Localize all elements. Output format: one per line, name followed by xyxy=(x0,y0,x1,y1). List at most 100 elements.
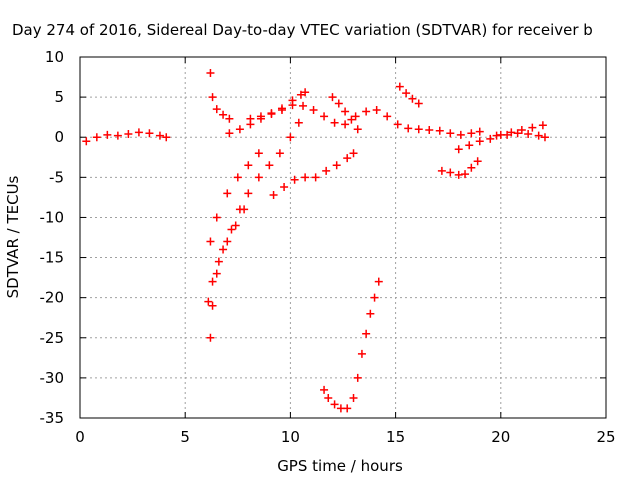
data-point xyxy=(528,123,537,132)
data-point xyxy=(208,93,217,102)
data-point xyxy=(408,94,417,103)
data-point xyxy=(311,173,320,182)
data-point xyxy=(349,149,358,158)
data-point xyxy=(320,112,329,121)
data-point xyxy=(206,69,215,78)
data-point xyxy=(347,115,356,124)
data-point xyxy=(208,277,217,286)
y-tick-label: 10 xyxy=(45,48,64,66)
data-point xyxy=(124,130,133,139)
data-point xyxy=(395,82,404,91)
data-point xyxy=(256,112,265,121)
data-point xyxy=(162,133,171,142)
data-point xyxy=(235,125,244,134)
data-point xyxy=(357,349,366,358)
y-tick-label: 5 xyxy=(54,88,64,106)
data-point xyxy=(341,107,350,116)
axis-ticks: 0 5 10 15 20 25 10 5 0 -5 -10 -15 -20 -25 -30 -35 xyxy=(40,48,616,446)
series-1 xyxy=(82,128,171,146)
series-9 xyxy=(395,82,423,108)
data-point xyxy=(454,145,463,154)
data-point xyxy=(341,120,350,129)
data-point xyxy=(225,129,234,138)
data-point xyxy=(475,137,484,146)
data-point xyxy=(301,88,310,97)
data-point xyxy=(309,105,318,114)
plot-frame xyxy=(79,56,607,419)
data-point xyxy=(334,99,343,108)
data-point xyxy=(212,105,221,114)
series-6 xyxy=(225,88,310,138)
data-point xyxy=(299,101,308,110)
series-2 xyxy=(206,69,234,123)
data-point xyxy=(204,297,213,306)
data-point xyxy=(288,101,297,110)
data-point xyxy=(244,189,253,198)
x-tick-label: 10 xyxy=(281,428,300,446)
series-10 xyxy=(269,149,358,199)
data-point xyxy=(246,114,255,123)
data-point xyxy=(223,189,232,198)
y-tick-label: -30 xyxy=(40,369,65,387)
series-3 xyxy=(206,149,263,246)
data-point xyxy=(366,309,375,318)
data-point xyxy=(492,131,501,140)
series-4 xyxy=(204,205,249,306)
series-14 xyxy=(492,129,549,142)
data-point xyxy=(330,400,339,409)
x-tick-label: 0 xyxy=(75,428,85,446)
data-point xyxy=(467,129,476,138)
data-point xyxy=(414,125,423,134)
y-tick-label: -5 xyxy=(49,168,64,186)
data-point xyxy=(414,99,423,108)
data-point xyxy=(372,105,381,114)
y-tick-label: -10 xyxy=(40,208,65,226)
data-point xyxy=(103,130,112,139)
data-point xyxy=(467,163,476,172)
data-point xyxy=(435,126,444,135)
series-11 xyxy=(320,277,383,413)
data-point xyxy=(524,130,533,139)
data-point xyxy=(322,166,331,175)
data-point xyxy=(290,175,299,184)
x-axis-label: GPS time / hours xyxy=(277,457,403,475)
data-point xyxy=(473,157,482,166)
grid-lines xyxy=(80,57,606,418)
x-tick-label: 5 xyxy=(180,428,190,446)
data-point xyxy=(351,112,360,121)
data-point xyxy=(208,301,217,310)
y-axis-label: SDTVAR / TECUs xyxy=(4,175,22,298)
data-point xyxy=(538,121,547,130)
data-point xyxy=(134,128,143,137)
data-point xyxy=(540,133,549,142)
data-point xyxy=(280,182,289,191)
data-point xyxy=(343,404,352,413)
data-point xyxy=(92,133,101,142)
data-point xyxy=(513,129,522,138)
data-point xyxy=(296,90,305,99)
series-5 xyxy=(206,118,303,342)
y-tick-label: 0 xyxy=(54,128,64,146)
data-point xyxy=(155,131,164,140)
data-point xyxy=(404,124,413,133)
data-point xyxy=(454,170,463,179)
data-point xyxy=(301,173,310,182)
series-8 xyxy=(328,93,362,134)
data-point xyxy=(214,257,223,266)
chart-title: Day 274 of 2016, Sidereal Day-to-day VTE… xyxy=(12,21,593,39)
data-point xyxy=(383,112,392,121)
data-point xyxy=(219,110,228,119)
data-point xyxy=(269,190,278,199)
data-point xyxy=(461,170,470,179)
data-point xyxy=(425,126,434,135)
data-point xyxy=(277,105,286,114)
data-point xyxy=(446,129,455,138)
y-tick-label: -35 xyxy=(40,409,65,427)
series-7 xyxy=(246,101,484,139)
data-point xyxy=(456,130,465,139)
data-point xyxy=(254,173,263,182)
data-point xyxy=(446,168,455,177)
data-points xyxy=(82,69,549,413)
data-point xyxy=(206,237,215,246)
data-point xyxy=(475,127,484,136)
